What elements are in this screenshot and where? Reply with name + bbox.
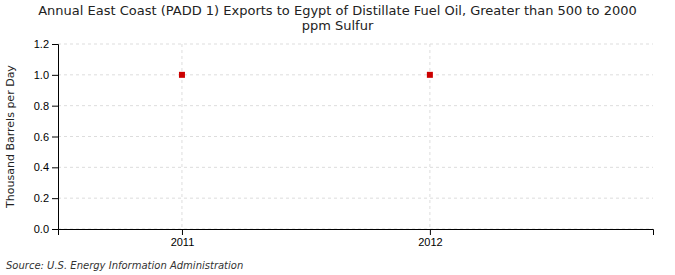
tick-label: 1.0 [34, 69, 49, 81]
tick-label: 1.2 [34, 38, 49, 50]
tick-label: 0.2 [34, 192, 49, 204]
grid-line [58, 198, 653, 199]
tick: 1.2 [34, 38, 58, 50]
tick-mark [52, 106, 58, 107]
tick-label: 0.4 [34, 161, 49, 173]
tick-mark [52, 137, 58, 138]
grid [58, 44, 653, 229]
tick-label: 0.8 [34, 100, 49, 112]
points [179, 72, 433, 78]
source-note: Source: U.S. Energy Information Administ… [6, 260, 243, 271]
tick-label: 0.0 [34, 223, 49, 235]
tick-label: 2011 [171, 236, 195, 248]
tick-mark [52, 44, 58, 45]
tick-mark [430, 229, 431, 235]
title-line: Annual East Coast (PADD 1) Exports to Eg… [38, 3, 637, 18]
y-label: Thousand Barrels per Day [4, 65, 17, 209]
tick: 1.0 [34, 69, 58, 81]
plot: 2011 2012 0.0 0.2 0.4 0.6 0.8 1.0 1.2 [34, 38, 654, 248]
tick: 0.0 [34, 223, 58, 235]
x-axis: 2011 2012 [59, 229, 654, 248]
tick: 2012 [418, 229, 442, 248]
tick-mark [52, 167, 58, 168]
axis-line [52, 45, 59, 230]
tick: 0.2 [34, 192, 58, 204]
grid-line [58, 44, 653, 45]
tick-mark [52, 198, 58, 199]
title-line: ppm Sulfur [302, 18, 374, 33]
grid-line [429, 44, 430, 229]
tick-label: 2012 [418, 236, 442, 248]
tick-label: 0.6 [34, 131, 49, 143]
chart: 2011 2012 0.0 0.2 0.4 0.6 0.8 1.0 1.2 Annual East… [0, 0, 675, 275]
grid-line [58, 105, 653, 106]
tick: 0.8 [34, 100, 58, 112]
axis-line [59, 230, 654, 236]
grid-line [58, 167, 653, 168]
tick-mark [52, 229, 58, 230]
grid-line [58, 74, 653, 75]
tick: 0.4 [34, 161, 58, 173]
tick: 2011 [171, 229, 195, 248]
grid-line [58, 136, 653, 137]
grid-line [181, 44, 182, 229]
title: Annual East Coast (PADD 1) Exports to Eg… [38, 3, 637, 33]
point [427, 72, 433, 78]
tick-mark [52, 75, 58, 76]
tick-mark [182, 229, 183, 235]
y-axis: 0.0 0.2 0.4 0.6 0.8 1.0 1.2 [34, 38, 59, 235]
tick: 0.6 [34, 131, 58, 143]
point [179, 72, 185, 78]
